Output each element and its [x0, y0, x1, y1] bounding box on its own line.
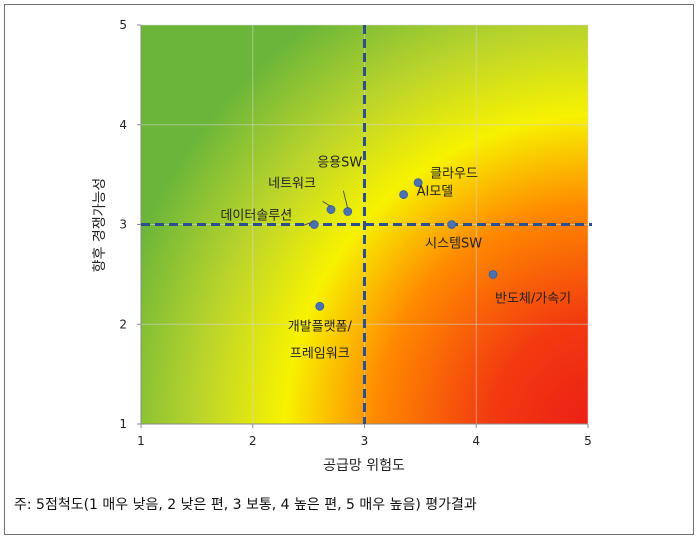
- x-tick-label: 1: [137, 434, 145, 448]
- y-axis-title: 향후 경쟁가능성: [92, 178, 108, 273]
- label-leader-line: [322, 201, 332, 207]
- data-point: [343, 207, 353, 216]
- data-point: [488, 269, 498, 279]
- data-label: 클라우드: [430, 167, 478, 182]
- data-point: [315, 301, 325, 311]
- data-label: AI모델: [417, 185, 454, 200]
- data-label: 반도체/가속기: [495, 291, 571, 306]
- data-label: 네트워크: [268, 177, 316, 192]
- data-label: 시스템SW: [425, 237, 482, 252]
- axes: 1 2 3 4 5 1 2 3 4 5: [119, 18, 591, 448]
- data-point: [447, 220, 457, 229]
- x-tick-label: 5: [584, 434, 592, 448]
- y-tick-label: 3: [119, 218, 127, 232]
- data-label: 응용SW: [317, 156, 362, 171]
- y-tick-label: 4: [119, 118, 127, 132]
- reference-lines: [141, 25, 592, 424]
- data-point: [413, 178, 423, 188]
- footnote: 주: 5점척도(1 매우 낮음, 2 낮은 편, 3 보통, 4 높은 편, 5…: [14, 497, 477, 513]
- label-leader-line: [342, 190, 349, 209]
- data-label: 개발플랫폼/프레임워크: [288, 319, 353, 361]
- y-tick-label: 2: [119, 317, 127, 331]
- y-tick-label: 5: [119, 18, 127, 32]
- data-point: [399, 190, 409, 199]
- x-tick-label: 2: [249, 434, 257, 448]
- data-point: [326, 205, 336, 214]
- data-points: [309, 178, 498, 311]
- data-label: 데이터솔루션: [220, 209, 292, 224]
- x-axis-title: 공급망 위험도: [323, 458, 405, 474]
- x-tick-label: 4: [472, 434, 480, 448]
- x-tick-label: 3: [361, 434, 369, 448]
- y-tick-label: 1: [119, 417, 127, 431]
- label-leader-line: [301, 221, 315, 227]
